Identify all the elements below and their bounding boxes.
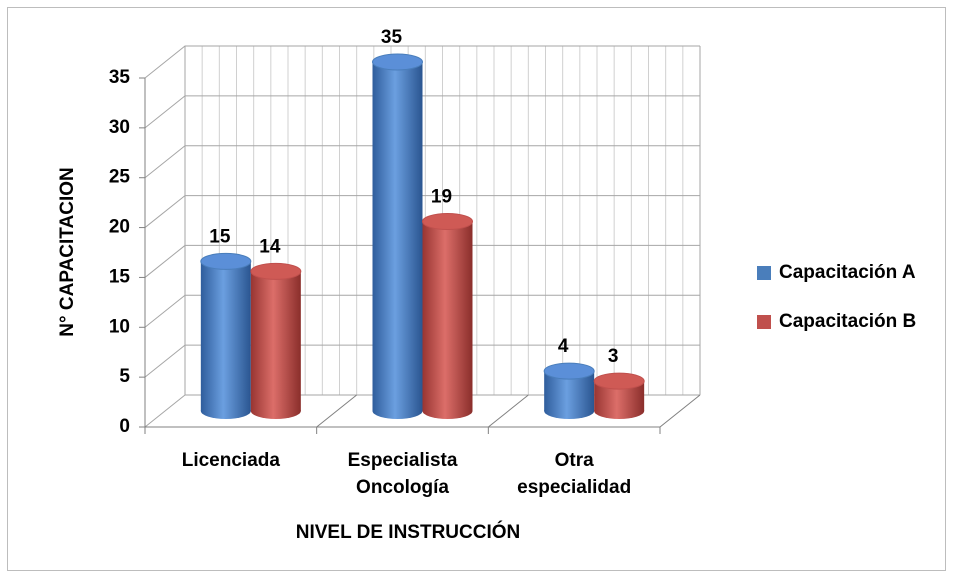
value-label: 3	[608, 346, 619, 367]
legend-swatch	[757, 315, 771, 329]
x-tick-label: Otra especialidad	[517, 450, 632, 498]
bar	[543, 362, 595, 419]
bar	[250, 262, 302, 419]
floor-right	[659, 394, 701, 428]
bar-body	[250, 271, 301, 411]
value-label: 35	[381, 27, 403, 48]
value-label: 19	[431, 187, 452, 208]
floor-line	[488, 394, 529, 428]
y-tick-label: 5	[119, 366, 130, 387]
y-tick-label: 30	[109, 117, 130, 138]
y-tick-label: 10	[109, 316, 130, 337]
bar-top	[200, 252, 252, 270]
y-axis-title: N° CAPACITACION	[57, 167, 78, 336]
legend-label: Capacitación A	[779, 262, 916, 283]
x-tick-label: Especialista Oncología	[347, 450, 458, 498]
y-tick-label: 25	[109, 167, 131, 188]
y-tick-label: 20	[109, 217, 130, 238]
value-label: 4	[558, 336, 569, 357]
value-label: 14	[259, 236, 281, 257]
bar-top	[372, 53, 423, 71]
floor-line	[316, 394, 357, 428]
legend-swatch	[757, 266, 771, 280]
x-tick-label: Licenciada	[181, 450, 280, 471]
y-tick-label: 0	[119, 416, 130, 437]
bar-top	[543, 362, 595, 380]
bar-top	[593, 372, 645, 390]
bar-body	[372, 62, 423, 411]
bar-top	[250, 262, 302, 280]
bar-body	[200, 261, 251, 411]
y-tick-label: 35	[109, 67, 131, 88]
y-tick-label: 15	[109, 266, 131, 287]
bar	[422, 213, 473, 419]
bar	[593, 372, 645, 419]
bar	[200, 252, 252, 419]
bar	[372, 53, 423, 419]
value-label: 15	[209, 226, 231, 247]
chart-border	[7, 7, 946, 571]
legend-label: Capacitación B	[779, 311, 916, 332]
bar-top	[422, 213, 473, 231]
x-axis-title: NIVEL DE INSTRUCCIÓN	[296, 521, 521, 543]
bar-body	[422, 221, 473, 411]
